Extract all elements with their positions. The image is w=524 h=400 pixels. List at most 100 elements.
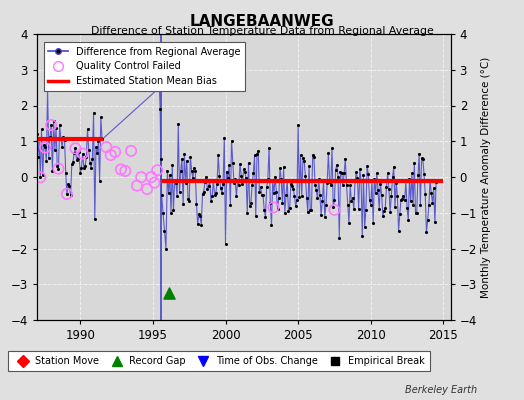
Point — [323, 180, 331, 186]
Point — [111, 149, 119, 155]
Point — [356, 166, 364, 173]
Point — [275, 194, 283, 201]
Point — [294, 122, 302, 128]
Point — [70, 150, 79, 156]
Point — [181, 180, 190, 186]
Point — [265, 144, 274, 151]
Point — [263, 184, 271, 191]
Point — [88, 156, 96, 162]
Point — [256, 184, 265, 190]
Point — [86, 160, 94, 166]
Point — [420, 171, 428, 177]
Point — [217, 190, 226, 196]
Point — [201, 179, 209, 185]
Point — [359, 172, 368, 178]
Point — [155, 84, 163, 91]
Point — [41, 144, 49, 151]
Point — [392, 180, 400, 186]
Point — [350, 206, 358, 212]
Point — [266, 200, 275, 206]
Point — [219, 181, 227, 187]
Point — [306, 207, 314, 214]
Point — [77, 165, 85, 171]
Point — [147, 174, 156, 180]
Point — [233, 178, 242, 185]
Point — [176, 189, 184, 195]
Point — [47, 122, 56, 128]
Point — [165, 190, 173, 196]
Point — [196, 213, 204, 220]
Point — [270, 190, 278, 196]
Point — [165, 290, 173, 296]
Point — [91, 216, 99, 222]
Point — [325, 179, 334, 186]
Point — [259, 192, 267, 198]
Point — [204, 183, 213, 190]
Point — [428, 200, 436, 206]
Point — [192, 200, 201, 207]
Point — [223, 168, 231, 175]
Point — [59, 134, 68, 140]
Point — [404, 217, 412, 223]
Point — [162, 245, 170, 252]
Point — [208, 192, 216, 199]
Point — [269, 204, 278, 210]
Point — [221, 241, 230, 247]
Point — [156, 106, 165, 112]
Point — [41, 144, 49, 151]
Point — [340, 170, 348, 176]
Point — [56, 122, 64, 128]
Point — [172, 179, 180, 186]
Point — [299, 155, 307, 161]
Point — [197, 222, 205, 228]
Point — [224, 174, 232, 181]
Point — [410, 160, 419, 166]
Point — [272, 188, 280, 195]
Point — [418, 155, 426, 162]
Point — [268, 178, 277, 184]
Point — [375, 206, 384, 212]
Point — [342, 182, 351, 189]
Point — [238, 181, 247, 188]
Text: LANGEBAANWEG: LANGEBAANWEG — [190, 14, 334, 29]
Point — [388, 174, 397, 180]
Point — [415, 151, 423, 157]
Point — [293, 197, 301, 203]
Point — [71, 145, 80, 152]
Point — [163, 167, 171, 174]
Point — [318, 197, 326, 204]
Point — [228, 159, 237, 166]
Point — [290, 192, 299, 199]
Point — [60, 136, 69, 143]
Point — [61, 170, 70, 176]
Point — [291, 203, 300, 210]
Point — [427, 190, 435, 197]
Point — [419, 156, 427, 162]
Point — [339, 182, 347, 189]
Point — [297, 152, 305, 158]
Point — [71, 145, 80, 152]
Point — [57, 136, 65, 142]
Point — [351, 178, 359, 184]
Point — [301, 173, 310, 179]
Point — [345, 220, 353, 226]
Point — [80, 165, 88, 171]
Point — [160, 228, 169, 234]
Point — [357, 178, 365, 184]
Point — [63, 191, 71, 197]
Point — [180, 151, 189, 157]
Point — [430, 185, 438, 191]
Point — [250, 152, 259, 158]
Point — [423, 217, 432, 224]
Point — [191, 167, 200, 174]
Point — [79, 150, 87, 157]
Point — [157, 156, 165, 162]
Point — [64, 181, 72, 187]
Point — [311, 181, 319, 188]
Point — [127, 148, 135, 154]
Point — [393, 193, 401, 199]
Point — [368, 178, 376, 184]
Point — [40, 142, 48, 148]
Point — [117, 166, 125, 173]
Point — [244, 160, 253, 166]
